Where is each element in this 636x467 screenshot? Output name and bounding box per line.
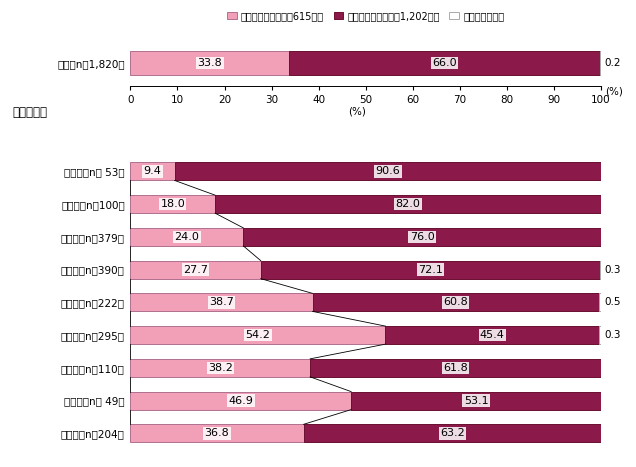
Text: 9.4: 9.4 (144, 166, 162, 177)
Bar (351, 392, 601, 410)
Bar (310, 359, 601, 377)
Bar (261, 261, 600, 279)
Bar (130, 195, 215, 213)
Bar (130, 163, 175, 180)
Text: 54.2: 54.2 (245, 330, 270, 340)
Text: 18.0: 18.0 (160, 199, 185, 209)
Bar (303, 425, 601, 442)
Legend: 聆いたことがある（615人）, 聆いたことがない（1,202人）, 無回答（３人）: 聆いたことがある（615人）, 聆いたことがない（1,202人）, 無回答（３人… (223, 7, 508, 25)
Text: 76.0: 76.0 (410, 232, 434, 242)
Bar (600, 261, 602, 279)
Bar (130, 392, 351, 410)
Bar (130, 51, 289, 75)
Text: 38.7: 38.7 (209, 297, 234, 307)
Text: 0.3: 0.3 (605, 265, 621, 275)
Text: 33.8: 33.8 (198, 58, 223, 68)
Bar (215, 195, 601, 213)
Text: 46.9: 46.9 (228, 396, 253, 406)
Bar (289, 51, 600, 75)
Bar (130, 359, 310, 377)
Bar (598, 293, 601, 311)
Text: 60.8: 60.8 (443, 297, 468, 307)
Bar (130, 261, 261, 279)
Bar (130, 293, 312, 311)
Text: (%): (%) (605, 86, 623, 96)
Text: 53.1: 53.1 (464, 396, 488, 406)
Text: 72.1: 72.1 (418, 265, 443, 275)
Text: 24.0: 24.0 (174, 232, 199, 242)
Text: 63.2: 63.2 (440, 428, 465, 439)
Text: 0.2: 0.2 (605, 58, 621, 68)
Text: 90.6: 90.6 (375, 166, 400, 177)
Text: 38.2: 38.2 (208, 363, 233, 373)
Bar (130, 228, 244, 246)
Bar (130, 425, 303, 442)
Text: 66.0: 66.0 (432, 58, 457, 68)
Text: 0.3: 0.3 (605, 330, 621, 340)
Bar (385, 326, 599, 344)
Bar (600, 51, 601, 75)
Text: 36.8: 36.8 (205, 428, 230, 439)
Bar (312, 293, 598, 311)
Text: 45.4: 45.4 (480, 330, 505, 340)
Bar (244, 228, 601, 246)
Text: 27.7: 27.7 (183, 265, 208, 275)
Bar (175, 163, 601, 180)
Bar (130, 326, 385, 344)
Text: 0.5: 0.5 (605, 297, 621, 307)
Text: 【地域別】: 【地域別】 (13, 106, 48, 119)
Bar (599, 326, 600, 344)
X-axis label: (%): (%) (348, 107, 366, 117)
Text: 61.8: 61.8 (443, 363, 468, 373)
Text: 82.0: 82.0 (396, 199, 420, 209)
